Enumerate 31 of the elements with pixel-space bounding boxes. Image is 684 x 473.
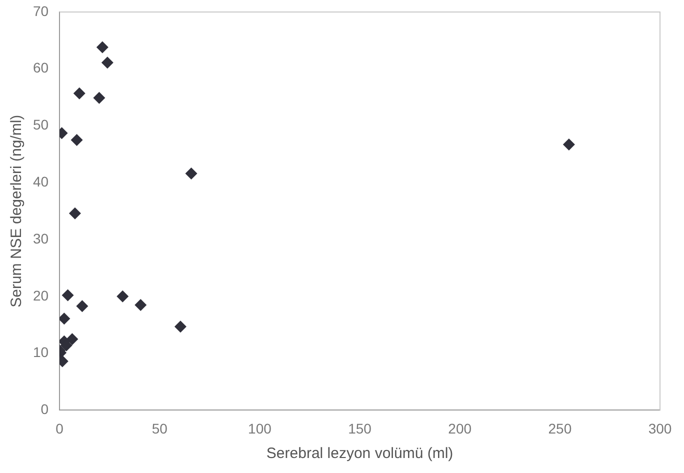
x-tick-label: 50: [152, 420, 168, 436]
point: [562, 138, 575, 151]
point: [116, 290, 129, 302]
y-tick-label: 10: [32, 344, 49, 360]
y-tick-label: 70: [32, 2, 49, 19]
y-tick-label: 40: [32, 174, 49, 190]
point: [185, 168, 198, 180]
x-axis-title: Serebral lezyon volümü (ml): [266, 445, 454, 462]
x-tick-label: 200: [448, 420, 472, 436]
x-tick-label: 150: [348, 420, 372, 436]
x-tick-label: 250: [548, 420, 572, 436]
y-axis-title: Serum NSE degerleri (ng/ml): [8, 114, 26, 308]
point: [62, 289, 74, 302]
point: [76, 300, 88, 312]
y-tick-label: 0: [40, 401, 49, 418]
y-tick-label: 30: [32, 230, 49, 246]
x-tick-label: 100: [248, 420, 272, 436]
point: [134, 298, 147, 311]
point: [93, 92, 106, 104]
point: [73, 87, 86, 100]
y-tick-label: 50: [32, 116, 49, 133]
y-tick-label: 60: [32, 60, 49, 76]
point: [101, 56, 114, 69]
point: [68, 207, 81, 220]
point: [96, 41, 108, 54]
point: [70, 134, 83, 146]
point: [174, 320, 186, 333]
y-tick-label: 20: [32, 287, 49, 304]
point: [60, 312, 70, 325]
x-tick-label: 0: [56, 420, 64, 436]
x-tick-label: 300: [648, 420, 672, 436]
